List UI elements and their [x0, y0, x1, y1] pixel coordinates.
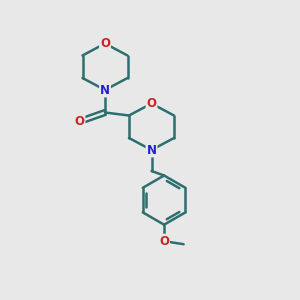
Text: O: O	[74, 115, 85, 128]
Text: N: N	[146, 143, 157, 157]
Text: O: O	[100, 37, 110, 50]
Text: O: O	[159, 235, 169, 248]
Text: N: N	[100, 83, 110, 97]
Text: O: O	[146, 97, 157, 110]
